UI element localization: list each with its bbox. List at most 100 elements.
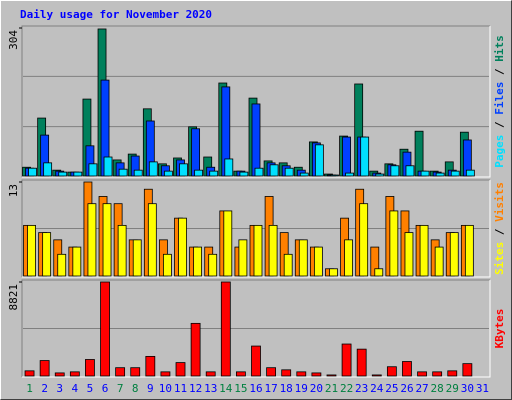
bar <box>100 281 110 377</box>
bar <box>193 246 203 277</box>
bar <box>298 239 308 277</box>
bar <box>402 361 412 377</box>
bar <box>434 246 444 277</box>
x-tick-label: 29 <box>446 382 459 395</box>
bar <box>254 167 264 177</box>
bar <box>450 170 460 177</box>
bar <box>179 163 188 177</box>
bar <box>329 268 338 277</box>
bar <box>281 369 292 377</box>
bar <box>356 348 367 377</box>
bar <box>462 363 473 377</box>
x-tick-label: 4 <box>72 382 79 395</box>
bar <box>148 161 158 177</box>
bar <box>311 372 322 377</box>
bar <box>164 170 173 177</box>
x-tick-label: 28 <box>431 382 444 395</box>
y-tick-label: 304 <box>7 30 20 50</box>
bar <box>326 374 337 377</box>
bar <box>163 253 172 277</box>
bar <box>224 158 234 177</box>
panel-border-dark <box>21 179 490 277</box>
bar <box>103 156 113 177</box>
panel-border-dark <box>21 279 490 377</box>
panel-border-light <box>22 26 491 178</box>
x-tick-label: 2 <box>41 382 48 395</box>
bar <box>405 165 415 177</box>
bar <box>464 224 474 277</box>
bar <box>313 246 323 277</box>
bar <box>269 164 279 177</box>
bar <box>283 253 293 277</box>
x-tick-label: 15 <box>234 382 247 395</box>
x-tick-label: 9 <box>147 382 154 395</box>
bar <box>420 170 430 177</box>
bar <box>58 171 68 177</box>
bar <box>359 203 369 277</box>
bar <box>404 232 414 277</box>
x-tick-label: 17 <box>264 382 277 395</box>
bar <box>341 343 352 377</box>
x-tick-label: 16 <box>249 382 262 395</box>
bar <box>133 169 143 177</box>
bar <box>419 224 429 277</box>
x-tick-label: 5 <box>87 382 94 395</box>
bar <box>238 239 248 277</box>
panel-border-dark <box>21 25 490 177</box>
bar <box>115 367 126 377</box>
x-tick-label: 30 <box>461 382 474 395</box>
bar <box>73 171 83 177</box>
legend-separator: / <box>493 222 506 242</box>
x-tick-label: 19 <box>295 382 308 395</box>
bar <box>251 103 261 177</box>
y-tick-label: 8821 <box>7 284 20 311</box>
x-tick-label: 27 <box>415 382 428 395</box>
bar <box>414 130 424 177</box>
bar <box>435 172 445 177</box>
bar <box>465 169 475 177</box>
bar <box>330 174 339 177</box>
bar <box>118 168 128 177</box>
bar <box>220 281 231 377</box>
bar <box>209 170 219 177</box>
bar <box>449 232 459 277</box>
bar <box>253 224 263 277</box>
bar <box>178 217 187 277</box>
x-tick-label: 20 <box>310 382 323 395</box>
x-tick-label: 8 <box>132 382 139 395</box>
bar <box>54 372 65 377</box>
x-tick-label: 3 <box>56 382 63 395</box>
x-tick-label: 18 <box>280 382 293 395</box>
bar <box>268 224 278 277</box>
bar <box>69 371 80 377</box>
legend-entry: Hits <box>493 35 506 62</box>
bar <box>57 253 67 277</box>
bar <box>117 224 127 277</box>
bar <box>299 172 309 177</box>
bar <box>85 359 95 377</box>
bar <box>24 370 35 377</box>
x-tick-label: 24 <box>370 382 384 395</box>
legend: KBytes <box>493 309 506 349</box>
bar <box>160 371 171 377</box>
bar <box>296 371 307 377</box>
x-tick-label: 1 <box>26 382 33 395</box>
bar <box>360 136 370 177</box>
bar <box>284 167 294 177</box>
bar <box>417 371 427 377</box>
bar <box>147 203 157 277</box>
x-tick-label: 23 <box>355 382 368 395</box>
legend-entry: Files <box>493 82 506 115</box>
x-tick-label: 31 <box>476 382 489 395</box>
bar <box>28 167 37 177</box>
legend-separator: / <box>493 62 506 82</box>
bar <box>447 370 458 377</box>
bar <box>345 172 354 177</box>
x-tick-label: 22 <box>340 382 353 395</box>
x-tick-label: 14 <box>219 382 233 395</box>
legend-entry: Visits <box>493 182 506 222</box>
legend-entry: Pages <box>493 135 506 168</box>
bar <box>72 246 82 277</box>
